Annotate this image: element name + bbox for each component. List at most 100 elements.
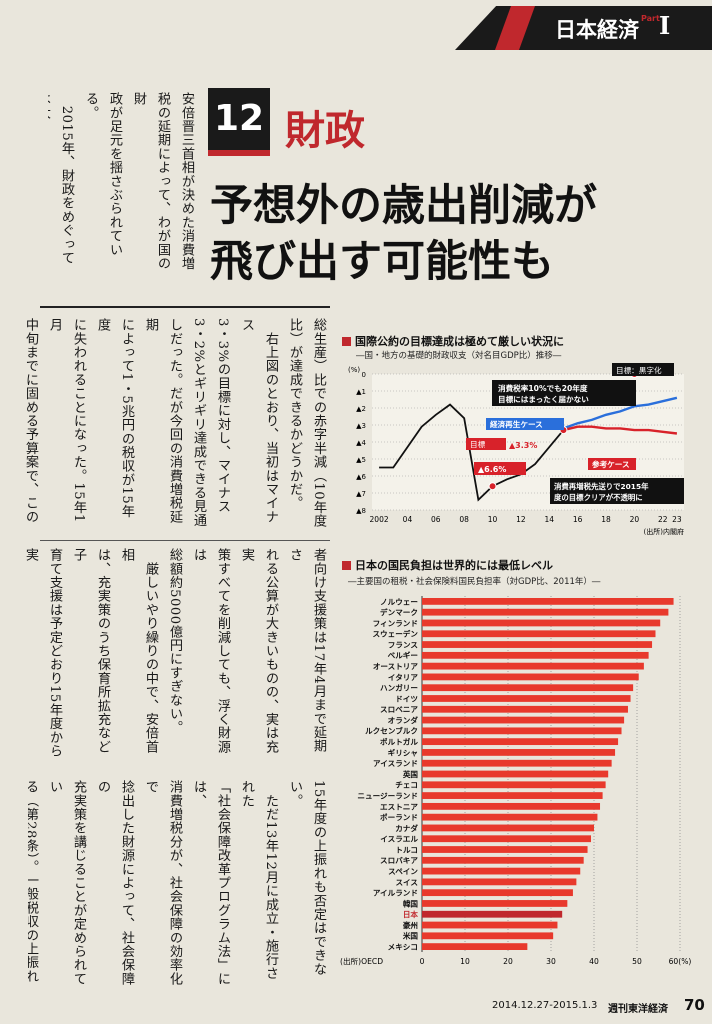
bar-label: オランダ — [388, 715, 419, 725]
bar — [422, 619, 661, 627]
target-point — [488, 482, 497, 491]
bar — [422, 705, 628, 713]
bar — [422, 835, 591, 843]
bar-label: メキシコ — [388, 943, 418, 952]
body-middle: 総生産）比での赤字半減（10年度 比）が達成できるかどうかだ。 右上図のとおり、当… — [20, 318, 330, 528]
text-column: 政が足元を揺さぶられている。 — [83, 92, 122, 257]
bar — [422, 943, 528, 950]
text-column: によって1・5兆円の税収が15年度 — [95, 318, 134, 518]
intro-columns: 安倍晋三首相が決めた消費増税の延期によって、わが国の財 政が足元を揺さぶられている… — [48, 92, 198, 272]
headline-line-2: 飛び出す可能性も — [210, 237, 554, 287]
bar-label: ニュージーランド — [357, 791, 418, 800]
text-column: に失われることになった。15年1月 — [47, 318, 86, 523]
text-column: 捻出した財源によって、社会保障の — [95, 780, 134, 986]
y-tick-label: ▲4 — [356, 439, 366, 447]
bar-label: カナダ — [395, 823, 418, 833]
divider — [40, 540, 330, 541]
text-column: 厳しいやり繰りの中で、安倍首相 — [119, 548, 158, 754]
bar-label: ルクセンブルク — [365, 726, 418, 736]
surplus-goal-label: 目標：黒字化 — [616, 365, 662, 375]
part-number: Ⅰ — [659, 11, 671, 40]
section-title: 日本経済 — [555, 18, 639, 42]
part-label: Part — [641, 14, 660, 23]
bar-label: スロバキア — [380, 856, 418, 865]
bar-label: ギリシャ — [388, 747, 418, 757]
headline-line-1: 予想外の歳出削減が — [210, 181, 597, 231]
legend-label: 経済再生ケース — [490, 419, 543, 429]
magazine-name: 週刊東洋経済 — [608, 1004, 668, 1015]
y-tick-label: ▲2 — [356, 405, 366, 413]
bar — [422, 900, 568, 907]
bar-label: ノルウェー — [380, 597, 418, 606]
x-tick-label: 18 — [601, 515, 611, 524]
x-tick-label: 50 — [632, 957, 642, 966]
bar — [422, 673, 639, 681]
legend-box — [588, 458, 636, 470]
x-tick-label: 30 — [546, 957, 556, 966]
bar-label: アイスランド — [373, 759, 418, 768]
callout-text: 消費税率10%でも20年度 — [498, 383, 588, 393]
text-column: 総生産）比での赤字半減（10年度 — [311, 318, 326, 528]
bar-label: スペイン — [388, 867, 418, 876]
bar — [422, 727, 622, 735]
bar — [422, 781, 606, 789]
line-chart: (%)0 ▲1 ▲2 ▲3 ▲4 ▲5 ▲6 ▲7 ▲8 2002 04 06 08 10 12 14 16 18… — [348, 363, 684, 536]
text-column: 充実策を講じることが定められてい — [47, 780, 86, 986]
text-column: る（第28条）。一般税収の上振れ分 — [28, 780, 38, 983]
text-column: 中旬までに固める予算案で、この穴 — [23, 318, 38, 524]
series-line — [379, 403, 565, 502]
bar-label: チェコ — [395, 781, 418, 790]
bar-label: フランス — [388, 640, 419, 649]
bar — [422, 867, 581, 875]
bar-label: 米国 — [403, 931, 419, 941]
bar-label: スウェーデン — [372, 629, 418, 639]
bar — [422, 792, 603, 799]
legend-box — [486, 418, 564, 430]
page-number: 70 — [684, 996, 705, 1014]
title-marker — [342, 337, 351, 346]
text-column: ただ13年12月に成立・施行された — [239, 780, 278, 980]
bar-label: 豪州 — [403, 920, 418, 930]
y-tick-label: ▲3 — [356, 422, 366, 430]
text-column: 15年度の上振れも否定はできない。 — [287, 780, 326, 976]
text-column: 3・3%の目標に対し、マイナス — [215, 318, 230, 514]
x-tick-label: 20 — [503, 957, 513, 966]
bar-label: ベルギー — [388, 650, 418, 660]
bar — [422, 802, 601, 810]
bar — [422, 608, 669, 616]
bar — [422, 770, 609, 778]
y-tick-label: ▲1 — [356, 388, 366, 396]
bar-label: 韓国 — [403, 898, 419, 908]
text-column: 策すべてを削減しても、浮く財源は — [191, 548, 230, 754]
bar-label: アイルランド — [373, 889, 418, 898]
bar-label: ポーランド — [380, 812, 418, 822]
bar-label: トルコ — [395, 845, 418, 854]
target-2010-label: ▲6.6% — [478, 465, 506, 474]
x-tick-label: 23 — [672, 515, 682, 524]
x-tick-label: 2002 — [370, 515, 389, 524]
chart-source: (出所)内閣府 — [644, 527, 684, 536]
callout-box — [492, 380, 636, 406]
bar-label: スイス — [395, 878, 418, 887]
line-chart-subtitle: ―国・地方の基礎的財政収支（対名目GDP比）推移― — [356, 351, 562, 361]
bar — [422, 641, 653, 648]
bar-label: イタリア — [388, 672, 418, 682]
body-bottom: 15年度の上振れも否定はできない。 ただ13年12月に成立・施行された 「社会保障… — [28, 780, 330, 990]
text-column: 2015年、財政をめぐっては大 — [48, 92, 74, 265]
title-marker — [342, 561, 351, 570]
label-box — [612, 363, 674, 376]
bar — [422, 598, 674, 605]
text-column: は、充実策のうち保育所拡充など子 — [71, 548, 110, 754]
bar-label: イスラエル — [380, 835, 418, 844]
bar-label: ポルトガル — [380, 737, 418, 747]
text-column: 3・2%とギリギリ達成できる見通 — [191, 318, 206, 527]
bar — [422, 716, 625, 724]
x-tick-label: 10 — [460, 957, 470, 966]
callout-text: 消費再増税先送りで2015年 — [554, 482, 649, 491]
x-tick-label: 16 — [573, 515, 583, 524]
callout-box — [550, 478, 684, 504]
bar — [422, 651, 649, 659]
bar — [422, 738, 619, 746]
text-column: 育て支援は予定どおり15年度から実 — [23, 548, 62, 758]
line-chart-title: 国際公約の目標達成は極めて厳しい状況に — [342, 333, 564, 349]
